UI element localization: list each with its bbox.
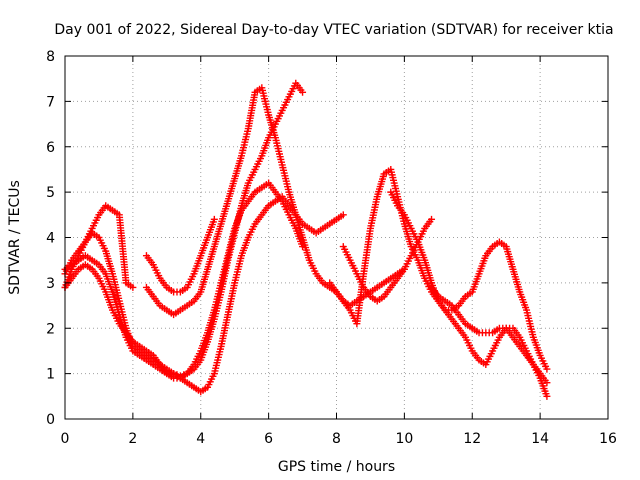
x-tick-label: 2: [128, 431, 137, 447]
y-tick-label: 6: [46, 140, 55, 156]
data-point: [543, 365, 551, 373]
y-tick-label: 5: [46, 185, 55, 201]
y-tick-label: 0: [46, 412, 55, 428]
x-tick-label: 8: [332, 431, 341, 447]
series-arc-4: [61, 202, 137, 291]
y-tick-label: 3: [46, 276, 55, 292]
series-arc-9: [387, 188, 551, 373]
data-point: [299, 88, 307, 96]
y-tick-label: 7: [46, 94, 55, 110]
grid-layer: [65, 56, 608, 419]
x-tick-label: 12: [463, 431, 481, 447]
y-tick-label: 2: [46, 321, 55, 337]
series-arc-8: [326, 165, 551, 400]
data-markers: [61, 79, 551, 400]
series-arc-6: [142, 215, 218, 296]
x-axis-label: GPS time / hours: [278, 459, 395, 475]
series-arc-5: [142, 84, 408, 319]
x-tick-label: 0: [61, 431, 70, 447]
x-tick-label: 6: [264, 431, 273, 447]
x-tick-label: 4: [196, 431, 205, 447]
data-point: [129, 283, 137, 291]
y-axis-label: SDTVAR / TECUs: [7, 180, 23, 295]
chart-title: Day 001 of 2022, Sidereal Day-to-day VTE…: [54, 22, 613, 38]
y-tick-label: 1: [46, 367, 55, 383]
series-arc-2: [61, 179, 307, 382]
data-point: [543, 392, 551, 400]
x-tick-label: 14: [531, 431, 549, 447]
x-tick-label: 16: [599, 431, 617, 447]
y-tick-label: 4: [46, 231, 55, 247]
data-point: [543, 379, 551, 387]
data-point: [339, 211, 347, 219]
x-tick-label: 10: [395, 431, 413, 447]
y-tick-label: 8: [46, 49, 55, 65]
data-point: [210, 215, 218, 223]
data-point: [428, 215, 436, 223]
series-arc-10: [428, 283, 551, 387]
